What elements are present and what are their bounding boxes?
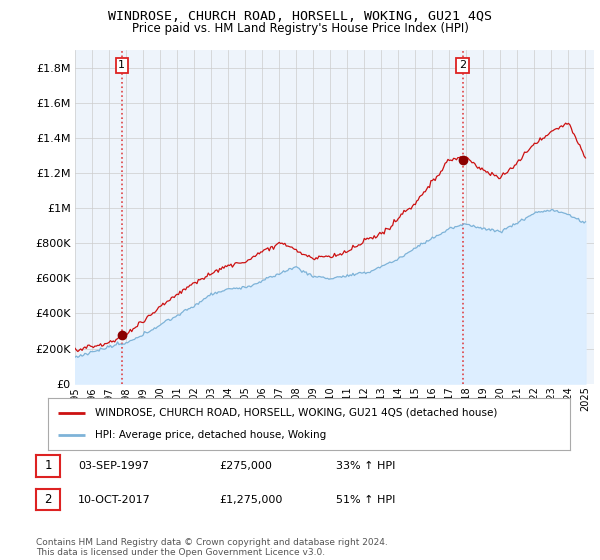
Text: 10-OCT-2017: 10-OCT-2017 <box>78 494 151 505</box>
Text: WINDROSE, CHURCH ROAD, HORSELL, WOKING, GU21 4QS (detached house): WINDROSE, CHURCH ROAD, HORSELL, WOKING, … <box>95 408 497 418</box>
Text: £1,275,000: £1,275,000 <box>219 494 283 505</box>
Text: 03-SEP-1997: 03-SEP-1997 <box>78 461 149 471</box>
Text: Price paid vs. HM Land Registry's House Price Index (HPI): Price paid vs. HM Land Registry's House … <box>131 22 469 35</box>
Text: 1: 1 <box>44 459 52 473</box>
Text: 2: 2 <box>44 493 52 506</box>
Text: 2: 2 <box>459 60 466 71</box>
Text: HPI: Average price, detached house, Woking: HPI: Average price, detached house, Woki… <box>95 430 326 440</box>
Text: 51% ↑ HPI: 51% ↑ HPI <box>336 494 395 505</box>
Text: WINDROSE, CHURCH ROAD, HORSELL, WOKING, GU21 4QS: WINDROSE, CHURCH ROAD, HORSELL, WOKING, … <box>108 10 492 23</box>
Text: 1: 1 <box>118 60 125 71</box>
Text: 33% ↑ HPI: 33% ↑ HPI <box>336 461 395 471</box>
Text: £275,000: £275,000 <box>219 461 272 471</box>
Text: Contains HM Land Registry data © Crown copyright and database right 2024.
This d: Contains HM Land Registry data © Crown c… <box>36 538 388 557</box>
